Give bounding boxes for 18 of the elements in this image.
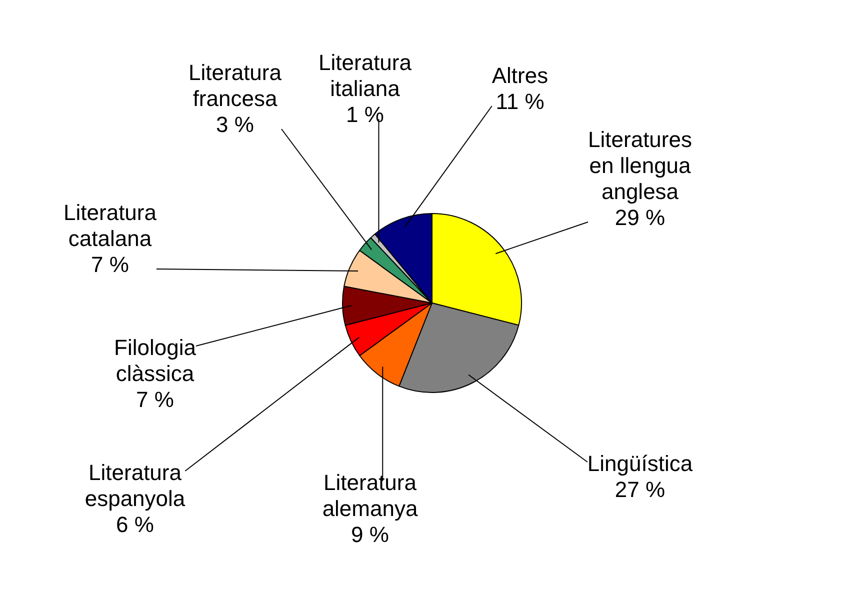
slice-label: Literatura espanyola <box>84 460 186 512</box>
slice-label: Literatura catalana <box>64 200 158 252</box>
data-label: 1 % <box>346 102 384 128</box>
data-label: 9 % <box>351 522 389 548</box>
data-label: 27 % <box>614 477 666 502</box>
slice-label: Literatura alemanya <box>322 470 418 522</box>
slice-label: Literatures en llengua anglesa <box>588 127 692 204</box>
data-label: 29 % <box>614 205 666 230</box>
slice-label: Literatura francesa <box>188 60 282 112</box>
slice-label: Filologia clàssica <box>114 335 197 386</box>
data-label: 11 % <box>496 89 544 114</box>
slice-label: Literatura italiana <box>318 50 412 102</box>
slice-label: Altres <box>492 63 548 88</box>
data-label: 3 % <box>216 112 254 138</box>
data-label: 7 % <box>136 387 174 412</box>
data-label: 6 % <box>116 512 154 538</box>
data-label: 7 % <box>91 252 129 278</box>
slice-label: Lingüística <box>587 451 694 476</box>
